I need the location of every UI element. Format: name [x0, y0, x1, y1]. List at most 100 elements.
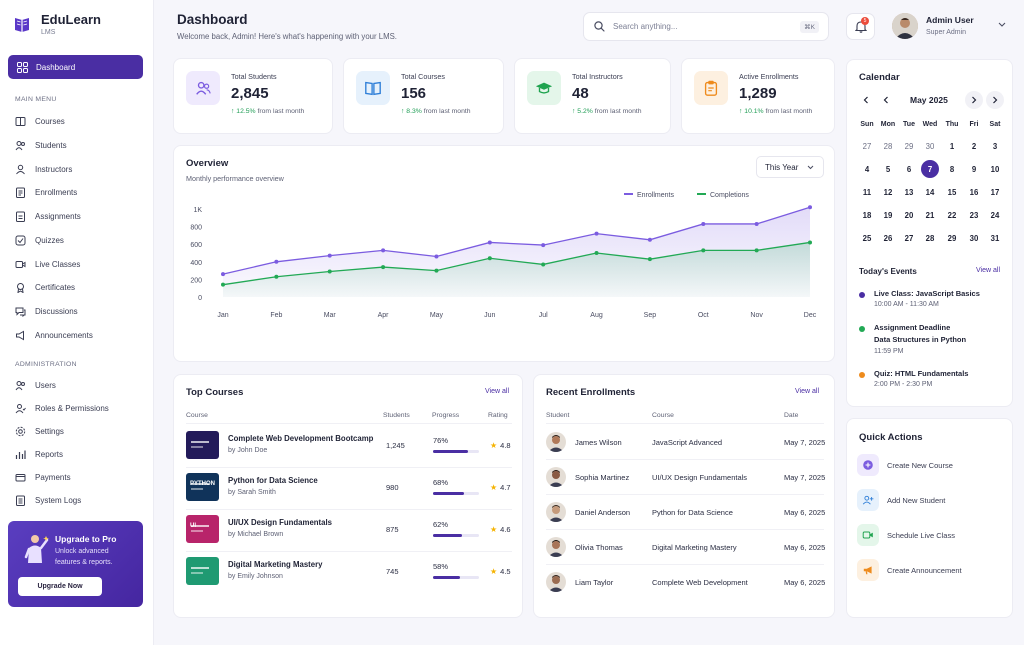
stat-card-total-students[interactable]: Total Students 2,845 ↑ 12.5% from last mon… — [173, 58, 333, 134]
data-point[interactable] — [701, 248, 706, 253]
calendar-day[interactable]: 8 — [949, 165, 955, 174]
calendar-day[interactable]: 29 — [947, 234, 957, 243]
calendar-day[interactable]: 5 — [885, 165, 891, 174]
calendar-day[interactable]: 11 — [862, 188, 872, 197]
enrollments-view-all-link[interactable]: View all — [795, 388, 819, 395]
sidebar-item-certificates[interactable]: Certificates — [15, 282, 75, 293]
chevron-down-icon[interactable] — [998, 22, 1006, 27]
course-title[interactable]: Complete Web Development Bootcamp — [228, 434, 374, 443]
data-point[interactable] — [327, 269, 332, 274]
quick-action-add-new-student[interactable]: Add New Student — [887, 496, 946, 505]
sidebar-item-discussions[interactable]: Discussions — [15, 306, 78, 317]
stat-card-total-instructors[interactable]: Total Instructors 48 ↑ 5.2% from last mont… — [514, 58, 671, 134]
calendar-day[interactable]: 27 — [904, 234, 914, 243]
calendar-day[interactable]: 30 — [969, 234, 979, 243]
logo[interactable]: EduLearn LMS — [12, 12, 101, 36]
calendar-day[interactable]: 12 — [883, 188, 893, 197]
data-point[interactable] — [221, 272, 225, 277]
sidebar-item-students[interactable]: Students — [15, 140, 67, 151]
course-title[interactable]: Python for Data Science — [228, 476, 318, 485]
megaphone-icon[interactable] — [857, 559, 879, 581]
student-name[interactable]: Olivia Thomas — [575, 543, 623, 552]
course-title[interactable]: Digital Marketing Mastery — [228, 560, 323, 569]
calendar-day[interactable]: 17 — [990, 188, 1000, 197]
data-point[interactable] — [221, 282, 225, 287]
calendar-day[interactable]: 23 — [969, 211, 979, 220]
calendar-day[interactable]: 22 — [947, 211, 957, 220]
calendar-day[interactable]: 29 — [904, 142, 914, 151]
course-thumbnail[interactable] — [186, 557, 219, 585]
data-point[interactable] — [647, 237, 652, 242]
data-point[interactable] — [327, 253, 332, 258]
data-point[interactable] — [594, 231, 599, 236]
data-point[interactable] — [594, 251, 599, 255]
sidebar-item-dashboard[interactable]: Dashboard — [8, 55, 143, 79]
course-thumbnail[interactable] — [186, 431, 219, 459]
avatar[interactable] — [546, 537, 566, 557]
sidebar-item-roles-permissions[interactable]: Roles & Permissions — [15, 403, 109, 414]
calendar-day[interactable]: 31 — [990, 234, 1000, 243]
prev-year-button[interactable] — [857, 91, 875, 109]
search-input[interactable]: Search anything... ⌘K — [583, 12, 829, 41]
calendar-day[interactable]: 24 — [990, 211, 1000, 220]
calendar-day[interactable]: 27 — [862, 142, 872, 151]
calendar-day[interactable]: 28 — [883, 142, 893, 151]
calendar-day[interactable]: 25 — [862, 234, 872, 243]
data-point[interactable] — [754, 248, 759, 253]
calendar-day[interactable]: 13 — [904, 188, 914, 197]
sidebar-item-instructors[interactable]: Instructors — [15, 164, 72, 175]
period-select[interactable]: This Year — [756, 156, 824, 178]
prev-month-button[interactable] — [877, 91, 895, 109]
student-name[interactable]: Daniel Anderson — [575, 508, 631, 517]
event-title[interactable]: Assignment Deadline — [874, 323, 951, 332]
data-point[interactable] — [808, 240, 812, 245]
data-point[interactable] — [434, 254, 439, 259]
calendar-day[interactable]: 16 — [969, 188, 979, 197]
calendar-day[interactable]: 28 — [925, 234, 935, 243]
next-month-button[interactable] — [965, 91, 983, 109]
calendar-day[interactable]: 7 — [927, 165, 933, 174]
data-point[interactable] — [487, 240, 492, 245]
sidebar-item-enrollments[interactable]: Enrollments — [15, 187, 77, 198]
user-name[interactable]: Admin User — [926, 15, 974, 25]
events-view-all-link[interactable]: View all — [976, 267, 1000, 274]
notifications-button[interactable]: 5 — [846, 13, 875, 40]
calendar-day[interactable]: 10 — [990, 165, 1000, 174]
event-title[interactable]: Quiz: HTML Fundamentals — [874, 369, 969, 378]
avatar[interactable] — [546, 502, 566, 522]
data-point[interactable] — [541, 243, 546, 248]
sidebar-item-announcements[interactable]: Announcements — [15, 330, 93, 341]
sidebar-item-assignments[interactable]: Assignments — [15, 211, 81, 222]
calendar-day[interactable]: 15 — [947, 188, 957, 197]
data-point[interactable] — [381, 265, 386, 270]
calendar-day[interactable]: 30 — [925, 142, 935, 151]
calendar-day[interactable]: 6 — [906, 165, 912, 174]
data-point[interactable] — [754, 221, 759, 226]
quick-action-create-new-course[interactable]: Create New Course — [887, 461, 953, 470]
calendar-day[interactable]: 14 — [925, 188, 935, 197]
sidebar-item-settings[interactable]: Settings — [15, 426, 64, 437]
sidebar-item-users[interactable]: Users — [15, 380, 56, 391]
data-point[interactable] — [487, 256, 492, 261]
event-title[interactable]: Live Class: JavaScript Basics — [874, 289, 980, 298]
avatar[interactable] — [546, 432, 566, 452]
data-point[interactable] — [808, 205, 812, 210]
data-point[interactable] — [647, 257, 652, 262]
data-point[interactable] — [274, 259, 279, 264]
quick-action-schedule-live-class[interactable]: Schedule Live Class — [887, 531, 955, 540]
calendar-day[interactable]: 3 — [992, 142, 998, 151]
course-thumbnail[interactable]: UI — [186, 515, 219, 543]
data-point[interactable] — [701, 221, 706, 226]
student-name[interactable]: Liam Taylor — [575, 578, 614, 587]
data-point[interactable] — [434, 268, 439, 273]
video-icon[interactable] — [857, 524, 879, 546]
student-name[interactable]: James Wilson — [575, 438, 622, 447]
top-courses-view-all-link[interactable]: View all — [485, 388, 509, 395]
calendar-day[interactable]: 20 — [904, 211, 914, 220]
calendar-day[interactable]: 4 — [864, 165, 870, 174]
data-point[interactable] — [541, 262, 546, 267]
data-point[interactable] — [381, 248, 386, 253]
quick-action-create-announcement[interactable]: Create Announcement — [887, 566, 962, 575]
sidebar-item-reports[interactable]: Reports — [15, 449, 63, 460]
data-point[interactable] — [274, 274, 279, 279]
